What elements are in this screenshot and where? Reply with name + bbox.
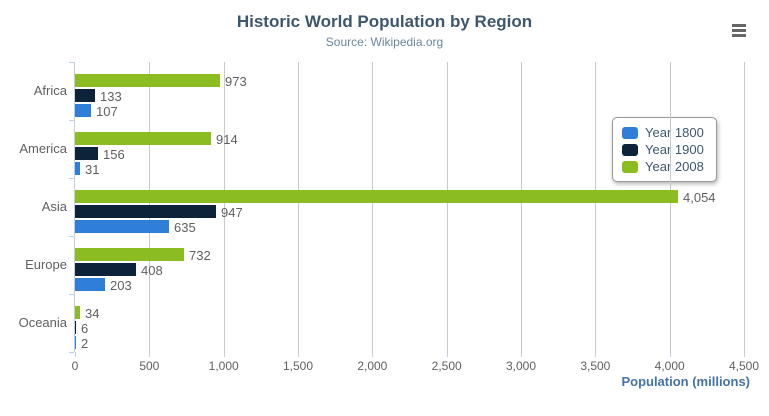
x-tick-label: 4,500 [728,359,760,373]
legend: Year 1800 Year 1900 Year 2008 [612,117,717,182]
bar-value-label: 732 [189,248,211,263]
bar-year-1800-africa[interactable] [75,104,91,117]
bar-value-label: 6 [81,321,89,336]
export-menu-button[interactable] [728,20,750,40]
gridline-1000 [223,62,225,352]
x-axis-title: Population (millions) [621,374,750,389]
gridline-3000 [521,62,522,352]
bar-value-label: 4,054 [683,190,716,205]
hamburger-icon [732,33,746,37]
category-label-europe: Europe [25,257,67,272]
y-axis-tick [69,236,74,237]
bar-value-label: 635 [174,220,196,235]
x-tick-label: 1,500 [282,359,314,373]
x-axis-tick [595,352,597,357]
x-tick-label: 4,000 [654,359,685,373]
x-axis-tick [446,352,448,357]
bar-year-1900-oceania[interactable] [75,321,76,334]
x-tick-label: 0 [71,359,79,373]
y-axis-line [74,62,75,352]
y-axis-tick [69,352,74,353]
bar-year-2008-europe[interactable] [75,248,184,261]
x-axis-tick [298,352,299,357]
bar-year-1900-asia[interactable] [75,205,216,218]
hamburger-icon [732,23,746,27]
x-axis-tick [372,352,374,357]
hamburger-icon [732,28,746,32]
bar-value-label: 914 [216,132,238,147]
x-axis-tick [75,352,76,357]
gridline-1500 [298,62,299,352]
bar-value-label: 2 [81,336,89,351]
category-label-america: America [19,141,67,156]
bar-year-1900-africa[interactable] [75,89,95,102]
gridline-4500 [744,62,745,352]
bar-year-2008-africa[interactable] [75,74,220,87]
bar-value-label: 203 [110,278,132,293]
legend-symbol [622,143,638,156]
y-axis-tick [69,178,74,179]
category-label-oceania: Oceania [18,315,67,330]
bar-year-1800-europe[interactable] [75,278,105,291]
bar-year-1800-asia[interactable] [75,220,169,233]
bar-value-label: 34 [85,306,100,321]
x-axis-tick [744,352,745,357]
y-axis-tick [69,120,74,121]
bar-value-label: 947 [221,205,243,220]
bar-value-label: 408 [141,263,163,278]
y-axis-tick [69,294,74,295]
legend-item-year-2008[interactable]: Year 2008 [622,158,704,175]
x-axis-tick [223,352,225,357]
x-tick-label: 2,000 [357,359,388,373]
legend-symbol [622,160,638,173]
bar-year-1900-america[interactable] [75,147,98,160]
bar-value-label: 973 [225,74,247,89]
gridline-2500 [446,62,448,352]
bar-year-1800-oceania[interactable] [75,336,76,349]
bar-value-label: 156 [103,147,125,162]
legend-label: Year 1800 [645,125,704,140]
bar-value-label: 107 [96,104,118,119]
gridline-3500 [595,62,597,352]
chart-subtitle: Source: Wikipedia.org [325,35,444,49]
x-tick-label: 500 [139,359,160,373]
bar-year-1800-america[interactable] [75,162,80,175]
chart-title: Historic World Population by Region [236,12,533,31]
legend-item-year-1800[interactable]: Year 1800 [622,124,704,141]
bar-year-2008-asia[interactable] [75,190,678,203]
bar-value-label: 133 [100,89,122,104]
bar-year-1900-europe[interactable] [75,263,136,276]
bar-year-2008-oceania[interactable] [75,306,80,319]
bar-value-label: 31 [85,162,100,177]
y-axis-tick [69,62,74,63]
gridline-4000 [669,62,671,352]
legend-label: Year 1900 [645,142,704,157]
category-label-africa: Africa [33,83,67,98]
x-axis-tick [521,352,522,357]
bar-year-2008-america[interactable] [75,132,211,145]
x-axis-tick [669,352,671,357]
x-tick-label: 3,500 [580,359,611,373]
gridline-2000 [372,62,374,352]
legend-item-year-1900[interactable]: Year 1900 [622,141,704,158]
x-axis-tick [149,352,151,357]
x-tick-label: 2,500 [431,359,462,373]
x-tick-label: 3,000 [505,359,537,373]
legend-label: Year 2008 [645,159,704,174]
legend-symbol [622,126,638,139]
x-tick-label: 1,000 [208,359,239,373]
category-label-asia: Asia [41,199,67,214]
